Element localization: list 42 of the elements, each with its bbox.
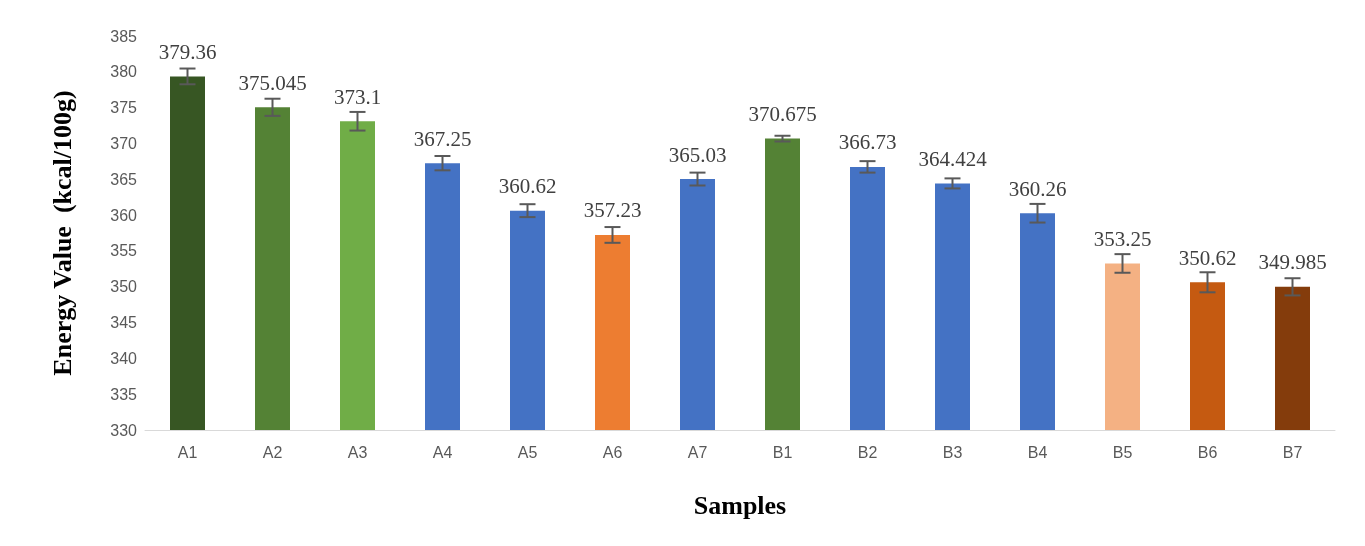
x-tick-label: B3 (942, 443, 963, 461)
data-label: 367.25 (413, 126, 472, 151)
data-label: 350.62 (1178, 245, 1237, 270)
x-tick-label: B4 (1027, 443, 1048, 461)
x-tick-label: B6 (1197, 443, 1218, 461)
data-label: 365.03 (668, 142, 727, 167)
x-tick-label: A4 (432, 443, 453, 461)
x-tick-label: A3 (347, 443, 368, 461)
y-tick-label: 330 (110, 421, 138, 439)
y-tick-label: 335 (110, 385, 138, 403)
x-axis-title: Samples (693, 490, 787, 520)
y-tick-label: 375 (110, 99, 138, 117)
y-tick-label: 340 (110, 349, 138, 367)
data-label: 360.26 (1008, 176, 1067, 201)
data-label: 375.045 (238, 70, 307, 95)
x-tick-label: B5 (1112, 443, 1133, 461)
x-tick-label: A7 (687, 443, 708, 461)
x-tick-label: A2 (262, 443, 283, 461)
data-label: 349.985 (1258, 250, 1327, 275)
data-label: 366.73 (838, 130, 897, 155)
y-tick-label: 355 (110, 242, 138, 260)
x-tick-label: B1 (772, 443, 793, 461)
x-tick-label: A1 (177, 443, 198, 461)
y-tick-label: 345 (110, 314, 138, 332)
y-tick-label: 385 (110, 27, 138, 45)
data-label: 373.1 (333, 84, 382, 109)
y-tick-label: 370 (110, 134, 138, 152)
data-label: 379.36 (158, 39, 217, 64)
y-tick-label: 350 (110, 278, 138, 296)
y-tick-label: 365 (110, 170, 138, 188)
data-label: 360.62 (498, 174, 557, 199)
y-axis-title: Energy Value (kcal/100g) (47, 90, 77, 376)
y-tick-label: 380 (110, 63, 138, 81)
x-tick-label: A6 (602, 443, 623, 461)
data-label: 357.23 (583, 198, 642, 223)
data-label: 370.675 (748, 102, 817, 127)
x-tick-label: B7 (1282, 443, 1303, 461)
data-label: 364.424 (918, 146, 988, 171)
x-tick-label: A5 (517, 443, 538, 461)
data-label: 353.25 (1093, 226, 1152, 251)
y-tick-label: 360 (110, 206, 138, 224)
x-tick-label: B2 (857, 443, 878, 461)
